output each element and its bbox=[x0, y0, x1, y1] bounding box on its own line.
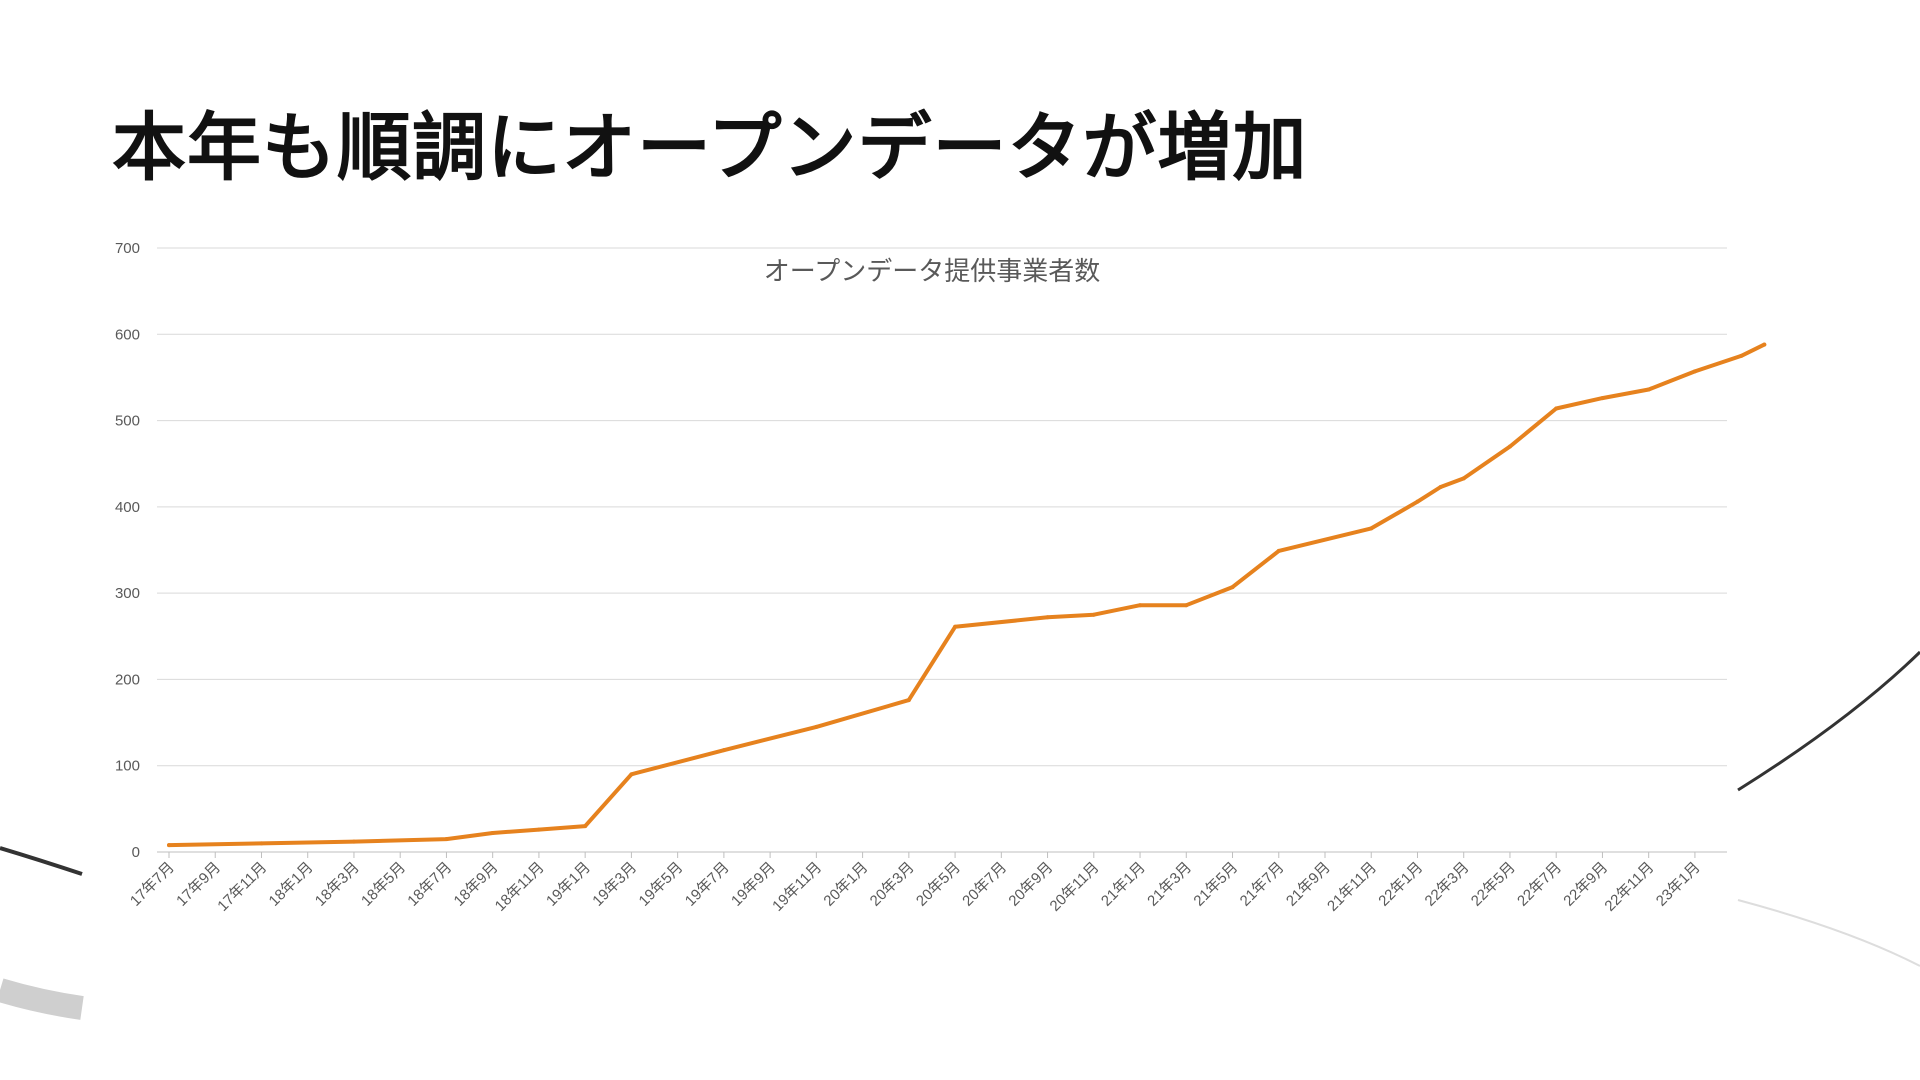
data-point bbox=[1692, 369, 1697, 374]
data-point bbox=[444, 837, 449, 842]
x-tick-label: 21年11月 bbox=[1324, 859, 1380, 915]
y-tick-label: 200 bbox=[115, 671, 140, 688]
data-point bbox=[629, 772, 634, 777]
data-point bbox=[490, 831, 495, 836]
x-tick-label: 22年1月 bbox=[1375, 859, 1426, 910]
data-point bbox=[259, 841, 264, 846]
x-tick-label: 22年5月 bbox=[1468, 859, 1519, 910]
x-tick-label: 20年11月 bbox=[1047, 859, 1103, 915]
right-gray-swoosh bbox=[1737, 899, 1920, 967]
left-gray-swoosh bbox=[0, 978, 84, 1020]
y-tick-label: 300 bbox=[115, 585, 140, 602]
x-tick-label: 18年7月 bbox=[404, 859, 455, 910]
x-tick-label: 18年11月 bbox=[492, 859, 548, 915]
data-point bbox=[721, 748, 726, 753]
x-tick-label: 19年7月 bbox=[682, 859, 733, 910]
y-tick-label: 700 bbox=[115, 240, 140, 257]
y-tick-label: 0 bbox=[132, 844, 140, 861]
x-tick-label: 17年11月 bbox=[214, 859, 270, 915]
x-tick-label: 19年3月 bbox=[589, 859, 640, 910]
x-tick-label: 21年7月 bbox=[1237, 859, 1288, 910]
x-tick-label: 20年5月 bbox=[913, 859, 964, 910]
y-tick-label: 600 bbox=[115, 326, 140, 343]
data-point bbox=[1415, 499, 1420, 504]
data-point bbox=[167, 843, 171, 848]
y-tick-label: 400 bbox=[115, 499, 140, 516]
data-point bbox=[351, 839, 356, 844]
data-point bbox=[1276, 548, 1281, 553]
x-tick-label: 21年5月 bbox=[1190, 859, 1241, 910]
slide-title: 本年も順調にオープンデータが増加 bbox=[112, 105, 1308, 191]
data-point bbox=[1554, 406, 1559, 411]
x-tick-label: 20年3月 bbox=[867, 859, 918, 910]
data-point bbox=[1600, 396, 1605, 401]
y-tick-label: 500 bbox=[115, 413, 140, 430]
x-tick-label: 17年7月 bbox=[127, 859, 178, 910]
data-point bbox=[1762, 342, 1767, 347]
x-axis: 17年7月17年9月17年11月18年1月18年3月18年5月18年7月18年9… bbox=[127, 851, 1727, 915]
y-tick-label: 100 bbox=[115, 758, 140, 775]
data-point bbox=[1138, 603, 1143, 608]
x-tick-label: 19年11月 bbox=[769, 859, 825, 915]
data-point bbox=[1230, 585, 1235, 590]
x-tick-label: 22年3月 bbox=[1422, 859, 1473, 910]
left-dark-swoosh bbox=[0, 846, 83, 876]
grid-lines bbox=[157, 247, 1727, 853]
x-tick-label: 22年11月 bbox=[1601, 859, 1657, 915]
x-tick-label: 20年7月 bbox=[959, 859, 1010, 910]
data-point bbox=[1461, 476, 1466, 481]
data-point bbox=[1438, 485, 1443, 490]
data-point bbox=[1045, 615, 1050, 620]
data-point bbox=[1184, 603, 1189, 608]
data-point bbox=[536, 827, 541, 832]
data-point bbox=[583, 824, 588, 829]
data-point bbox=[906, 698, 911, 703]
x-tick-label: 19年1月 bbox=[543, 859, 594, 910]
x-tick-label: 22年7月 bbox=[1514, 859, 1565, 910]
x-tick-label: 21年1月 bbox=[1098, 859, 1149, 910]
right-dark-swoosh bbox=[1737, 650, 1920, 792]
data-point bbox=[953, 624, 958, 629]
x-tick-label: 18年5月 bbox=[358, 859, 409, 910]
x-tick-label: 19年5月 bbox=[636, 859, 687, 910]
data-point bbox=[1369, 526, 1374, 531]
y-axis-ticks: 0 100 200 300 400 500 600 700 bbox=[115, 240, 140, 861]
x-tick-label: 18年3月 bbox=[312, 859, 363, 910]
x-tick-label: 20年1月 bbox=[820, 859, 871, 910]
x-tick-label: 23年1月 bbox=[1653, 859, 1704, 910]
x-tick-label: 18年1月 bbox=[266, 859, 317, 910]
data-point bbox=[1091, 612, 1096, 617]
x-tick-label: 21年3月 bbox=[1144, 859, 1195, 910]
data-point bbox=[814, 724, 819, 729]
data-point bbox=[1739, 353, 1744, 358]
data-point bbox=[1646, 387, 1651, 392]
chart-title: オープンデータ提供事業者数 bbox=[764, 257, 1100, 287]
data-point bbox=[1507, 444, 1512, 449]
series-group bbox=[167, 342, 1767, 848]
series-line bbox=[167, 342, 1767, 848]
